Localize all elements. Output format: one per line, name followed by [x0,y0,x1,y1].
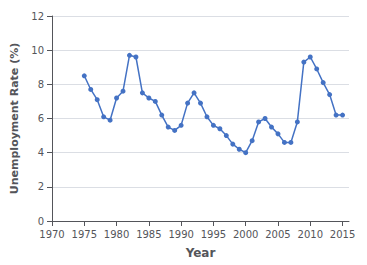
svg-text:0: 0 [38,216,44,227]
svg-text:2: 2 [38,181,44,192]
svg-text:4: 4 [38,147,44,158]
svg-text:1980: 1980 [104,229,129,240]
svg-text:1970: 1970 [39,229,64,240]
svg-text:1975: 1975 [72,229,97,240]
svg-text:1995: 1995 [201,229,226,240]
svg-text:12: 12 [31,11,44,22]
svg-text:2015: 2015 [330,229,355,240]
svg-text:1985: 1985 [136,229,161,240]
svg-text:8: 8 [38,79,44,90]
svg-text:2010: 2010 [298,229,323,240]
svg-text:Year: Year [185,246,216,260]
svg-text:2005: 2005 [265,229,290,240]
svg-text:Unemployment Rate (%): Unemployment Rate (%) [8,43,21,194]
svg-text:2000: 2000 [233,229,258,240]
svg-text:6: 6 [38,113,44,124]
svg-text:10: 10 [31,45,44,56]
svg-text:1990: 1990 [168,229,193,240]
